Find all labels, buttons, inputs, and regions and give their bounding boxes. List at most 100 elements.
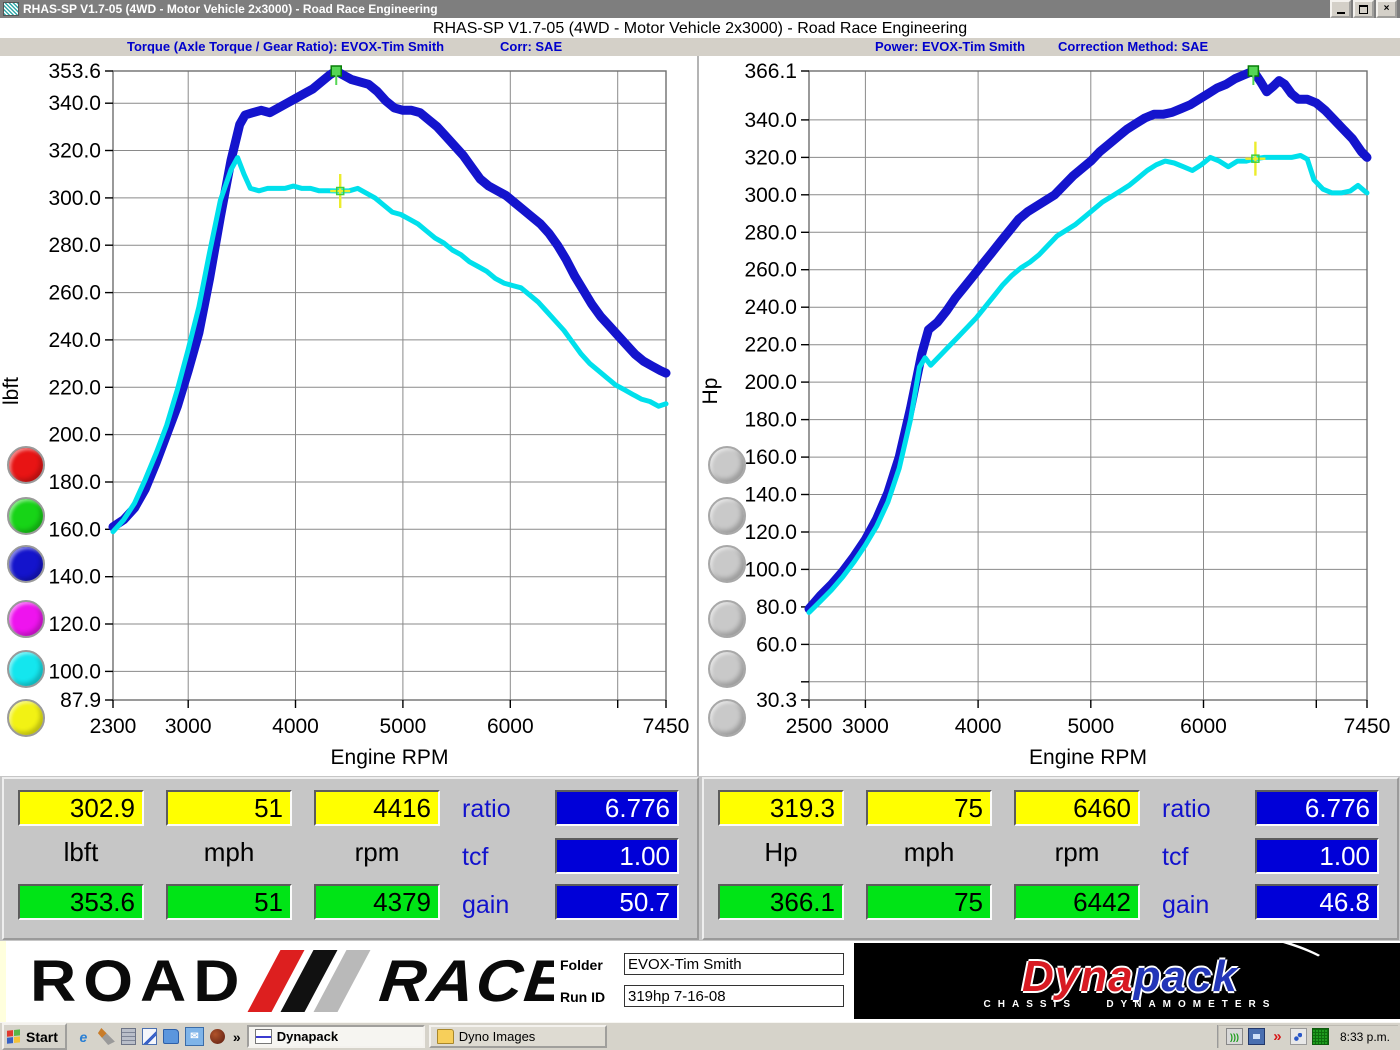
svg-text:30.3: 30.3 xyxy=(756,689,797,712)
chart-area: 353.6 340.0 320.0 300.0 280.0 260.0 240.0 220.0… xyxy=(0,56,1400,776)
run-slot-button-6[interactable] xyxy=(7,699,45,737)
display-settings-icon[interactable] xyxy=(1247,1028,1265,1045)
run-fields: Folder Run ID xyxy=(554,941,854,1022)
svg-text:87.9: 87.9 xyxy=(60,689,101,712)
window-title: RHAS-SP V1.7-05 (4WD - Motor Vehicle 2x3… xyxy=(23,2,438,16)
ratio-value: 6.776 xyxy=(1255,790,1379,826)
run-slot-button-6[interactable] xyxy=(708,699,746,737)
dynapack-app-icon xyxy=(254,1029,272,1044)
restore-button[interactable] xyxy=(1353,0,1374,18)
minimize-button[interactable] xyxy=(1330,0,1351,18)
svg-text:320.0: 320.0 xyxy=(48,140,101,163)
torque-chart-title: Torque (Axle Torque / Gear Ratio): EVOX-… xyxy=(127,39,445,54)
footer-bar: ROAD RACE Folder Run ID Dynapack CHASSIS… xyxy=(0,941,1400,1022)
svg-text:320.0: 320.0 xyxy=(744,146,797,169)
run-slot-button-5[interactable] xyxy=(7,650,45,688)
svg-text:140.0: 140.0 xyxy=(744,484,797,507)
svg-text:220.0: 220.0 xyxy=(48,376,101,399)
torque-chart[interactable]: 353.6 340.0 320.0 300.0 280.0 260.0 240.0 220.0… xyxy=(0,56,697,776)
svg-text:160.0: 160.0 xyxy=(48,518,101,541)
svg-text:6000: 6000 xyxy=(1180,715,1227,738)
calculator-icon[interactable] xyxy=(120,1028,136,1045)
internet-explorer-icon[interactable]: e xyxy=(79,1028,88,1045)
power-cursor-rpm: 6460 xyxy=(1014,790,1140,826)
svg-text:120.0: 120.0 xyxy=(48,613,101,636)
ratio-value: 6.776 xyxy=(555,790,679,826)
svg-text:240.0: 240.0 xyxy=(48,329,101,352)
rpm-unit-label: rpm xyxy=(1054,837,1100,867)
svg-text:200.0: 200.0 xyxy=(744,371,797,394)
svg-text:280.0: 280.0 xyxy=(744,221,797,244)
svg-text:80.0: 80.0 xyxy=(756,596,797,619)
taskbar-button-dynapack[interactable]: Dynapack xyxy=(246,1025,425,1048)
readout-row: 302.9 51 4416 lbft mph rpm 353.6 51 4379… xyxy=(0,776,1400,941)
run-slot-button-2[interactable] xyxy=(708,497,746,535)
power-chart[interactable]: 366.1 340.0 320.0 300.0 280.0 260.0 240.0 220.0… xyxy=(699,56,1400,776)
run-slot-button-3[interactable] xyxy=(7,545,45,583)
svg-text:4000: 4000 xyxy=(272,715,319,738)
run-slot-button-3[interactable] xyxy=(708,545,746,583)
mph-unit-label: mph xyxy=(203,837,255,867)
svg-text:120.0: 120.0 xyxy=(744,521,797,544)
svg-text:100.0: 100.0 xyxy=(744,558,797,581)
lan-activity-icon[interactable] xyxy=(1311,1028,1329,1045)
folder-input[interactable] xyxy=(624,953,844,975)
quick-launch: e ✉ xyxy=(75,1027,225,1046)
dynapack-logo: Dynapack CHASSIS DYNAMOMETERS xyxy=(854,943,1400,1019)
app-icon xyxy=(3,2,19,16)
start-button[interactable]: Start xyxy=(2,1023,67,1050)
mph-unit-label: mph xyxy=(903,837,955,867)
svg-text:5000: 5000 xyxy=(380,715,427,738)
svg-text:200.0: 200.0 xyxy=(48,424,101,447)
road-race-logo: ROAD RACE xyxy=(30,947,574,1015)
svg-text:60.0: 60.0 xyxy=(756,633,797,656)
run-slot-button-2[interactable] xyxy=(7,497,45,535)
tcf-value: 1.00 xyxy=(555,838,679,874)
power-chart-panel: 366.1 340.0 320.0 300.0 280.0 260.0 240.0 220.0… xyxy=(699,56,1396,776)
system-tray: ))) » 8:33 p.m. xyxy=(1216,1025,1398,1048)
close-button[interactable]: × xyxy=(1376,0,1397,18)
svg-text:Engine RPM: Engine RPM xyxy=(331,746,449,769)
svg-text:140.0: 140.0 xyxy=(48,566,101,589)
road-race-word-race: RACE xyxy=(376,947,574,1015)
svg-text:180.0: 180.0 xyxy=(48,471,101,494)
audio-monitor-icon[interactable]: ))) xyxy=(1225,1028,1243,1045)
media-player-icon[interactable] xyxy=(209,1029,225,1044)
torque-cursor-value: 302.9 xyxy=(18,790,144,826)
fast-arrows-icon[interactable]: » xyxy=(1273,1028,1282,1045)
svg-text:300.0: 300.0 xyxy=(744,184,797,207)
svg-text:7450: 7450 xyxy=(1344,715,1391,738)
svg-text:3000: 3000 xyxy=(165,715,212,738)
taskbar-button-dyno-images[interactable]: Dyno Images xyxy=(428,1025,607,1048)
dynapack-subtitle-chassis: CHASSIS xyxy=(983,999,1077,1010)
run-id-input[interactable] xyxy=(624,985,844,1007)
documents-icon[interactable] xyxy=(162,1029,179,1044)
taskbar-button-label: Dynapack xyxy=(276,1029,339,1044)
svg-text:Hp: Hp xyxy=(699,378,722,405)
run-slot-button-1[interactable] xyxy=(7,446,45,484)
svg-text:220.0: 220.0 xyxy=(744,334,797,357)
power-cursor-value: 319.3 xyxy=(718,790,844,826)
run-slot-button-4[interactable] xyxy=(7,600,45,638)
torque-chart-panel: 353.6 340.0 320.0 300.0 280.0 260.0 240.0 220.0… xyxy=(0,56,699,776)
gain-value: 46.8 xyxy=(1255,884,1379,920)
run-slot-button-5[interactable] xyxy=(708,650,746,688)
run-slot-button-4[interactable] xyxy=(708,600,746,638)
svg-text:5000: 5000 xyxy=(1067,715,1114,738)
notepad-icon[interactable] xyxy=(141,1028,157,1045)
messenger-icon[interactable]: ✉ xyxy=(184,1027,204,1046)
torque-peak-mph: 51 xyxy=(166,884,292,920)
network-connection-icon[interactable] xyxy=(1289,1028,1307,1045)
start-button-label: Start xyxy=(26,1028,58,1045)
chart-header-strip: Torque (Axle Torque / Gear Ratio): EVOX-… xyxy=(0,38,1400,56)
svg-text:260.0: 260.0 xyxy=(48,282,101,305)
dynapack-subtitle: CHASSIS DYNAMOMETERS xyxy=(854,999,1400,1010)
gain-label: gain xyxy=(462,891,510,919)
quill-pen-icon[interactable] xyxy=(97,1028,115,1045)
road-race-word-road: ROAD xyxy=(30,947,247,1015)
quick-launch-overflow-chevron[interactable]: » xyxy=(232,1028,241,1045)
gain-value: 50.7 xyxy=(555,884,679,920)
svg-text:160.0: 160.0 xyxy=(744,446,797,469)
ratio-label: ratio xyxy=(462,795,511,823)
run-slot-button-1[interactable] xyxy=(708,446,746,484)
